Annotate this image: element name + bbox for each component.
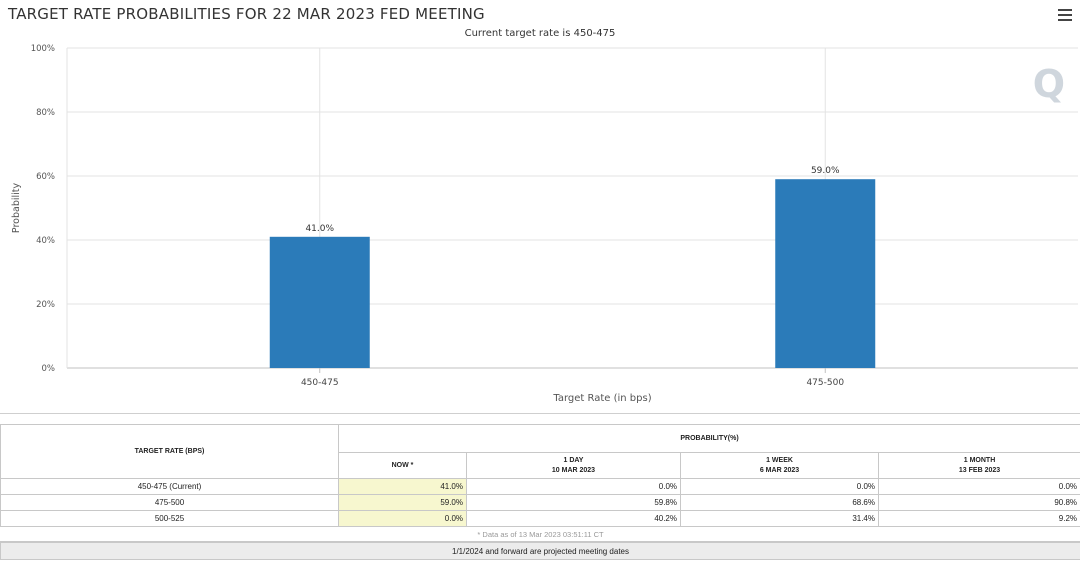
chart-subtitle: Current target rate is 450-475 (464, 28, 616, 39)
table-row: 475-500 59.0% 59.8% 68.6% 90.8% (0, 494, 1080, 511)
x-tick-label: 475-500 (806, 378, 844, 388)
month-cell: 90.8% (877, 494, 1080, 511)
data-label: 41.0% (305, 224, 334, 234)
probability-header: PROBABILITY(%) (337, 424, 1080, 453)
table-row: 500-525 0.0% 40.2% 31.4% 9.2% (0, 510, 1080, 527)
watermark-logo: Q (1032, 62, 1065, 106)
col-header-1month: 1 MONTH 13 FEB 2023 (877, 452, 1080, 479)
day-cell: 40.2% (466, 510, 681, 527)
week-cell: 31.4% (680, 510, 879, 527)
y-tick-label: 40% (36, 236, 55, 246)
data-timestamp-note: * Data as of 13 Mar 2023 03:51:11 CT (477, 529, 604, 539)
x-axis-title: Target Rate (in bps) (552, 393, 651, 404)
probability-chart: 0% 20% 40% 60% 80% 100% 41.0% 450-475 59.0% 475-5… (11, 44, 1078, 404)
probability-table-container: TARGET RATE (BPS) PROBABILITY(%) NOW * 1… (0, 424, 1080, 560)
month-cell: 0.0% (877, 478, 1080, 495)
month-cell: 9.2% (877, 510, 1080, 527)
now-cell: 0.0% (338, 510, 467, 527)
bar (269, 236, 370, 368)
y-tick-label: 60% (36, 172, 55, 182)
chart-title: TARGET RATE PROBABILITIES FOR 22 MAR 202… (8, 5, 485, 23)
rate-cell: 450-475 (Current) (0, 478, 339, 495)
col-header-1day: 1 DAY 10 MAR 2023 (466, 452, 681, 479)
now-cell: 41.0% (338, 478, 467, 495)
week-cell: 0.0% (680, 478, 879, 495)
divider (0, 413, 1080, 414)
y-tick-label: 80% (36, 108, 55, 118)
day-cell: 0.0% (466, 478, 681, 495)
projected-dates-footer: 1/1/2024 and forward are projected meeti… (0, 541, 1080, 560)
y-axis-title: Probability (11, 183, 22, 234)
rate-cell: 475-500 (0, 494, 339, 511)
day-cell: 59.8% (466, 494, 681, 511)
week-cell: 68.6% (680, 494, 879, 511)
y-tick-label: 20% (36, 300, 55, 310)
bar (775, 179, 876, 368)
data-label: 59.0% (811, 166, 840, 176)
x-tick-label: 450-475 (301, 378, 339, 388)
y-tick-label: 0% (42, 364, 56, 374)
probability-table: TARGET RATE (BPS) PROBABILITY(%) NOW * 1… (0, 424, 1080, 560)
y-tick-label: 100% (31, 44, 55, 54)
menu-icon[interactable] (1058, 9, 1072, 21)
rate-cell: 500-525 (0, 510, 339, 527)
table-row: 450-475 (Current) 41.0% 0.0% 0.0% 0.0% (0, 478, 1080, 495)
rate-column-header: TARGET RATE (BPS) (0, 424, 339, 479)
col-header-1week: 1 WEEK 6 MAR 2023 (680, 452, 879, 479)
col-header-now: NOW * (338, 452, 467, 479)
now-cell: 59.0% (338, 494, 467, 511)
